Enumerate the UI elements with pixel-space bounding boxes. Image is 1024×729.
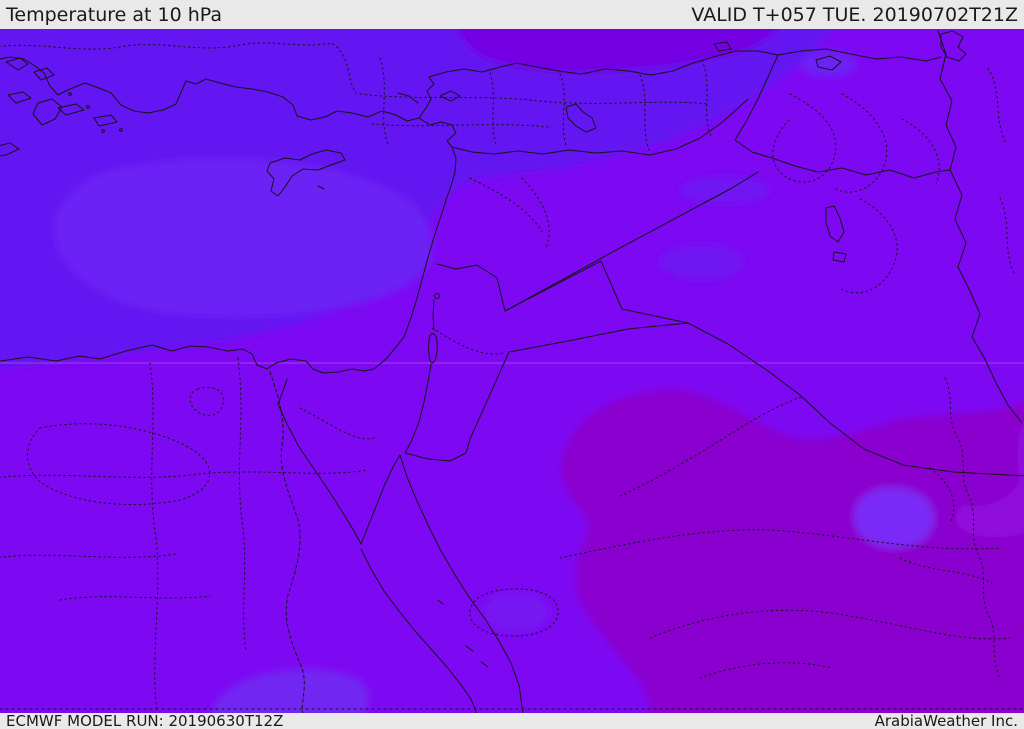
cool-blob-hejaz [482, 592, 550, 632]
footer-bar: ECMWF MODEL RUN: 20190630T12Z ArabiaWeat… [0, 713, 1024, 729]
valid-time-label: VALID T+057 TUE. 20190702T21Z [691, 3, 1018, 26]
attribution-label: ArabiaWeather Inc. [874, 712, 1018, 729]
lake-tuz [565, 103, 597, 133]
marmara-straits [397, 76, 461, 119]
balkan-border-dotted [0, 42, 357, 94]
milder-strip-right-edge [956, 421, 1024, 537]
coastline-layer [0, 30, 1024, 713]
dead-sea [428, 333, 438, 364]
cool-blob-nejd [853, 487, 934, 549]
syria-jordan-border [436, 263, 506, 312]
northeast-small-lake [713, 41, 732, 52]
syria-provinces [469, 177, 550, 249]
nile-river [269, 371, 305, 713]
jordan-valley-line [404, 299, 435, 454]
admin-borders-layer [0, 42, 1024, 713]
syria-iraq-border [504, 171, 759, 312]
sinai-negev-dotted [299, 327, 505, 440]
sea-of-galilee [434, 293, 440, 299]
weather-map-canvas [0, 29, 1024, 713]
mediterranean-levant-coast [0, 56, 457, 374]
cool-blob-jazira [680, 176, 770, 204]
warm-region-southeast [560, 389, 1024, 713]
temperature-field-layer [0, 29, 1024, 713]
cool-blob-north-syria [660, 244, 744, 280]
lake-van [815, 55, 842, 71]
header-bar: Temperature at 10 hPa VALID T+057 TUE. 2… [0, 0, 1024, 29]
turkey-syria-border [451, 98, 749, 156]
black-sea-coast [428, 48, 942, 78]
sinai-red-sea-coast [277, 378, 524, 713]
warm-patch-black-sea [457, 29, 779, 73]
iraq-provinces [772, 67, 1015, 294]
cool-blob-south-egypt [211, 669, 369, 713]
cyprus-island [266, 149, 346, 197]
map-title: Temperature at 10 hPa [6, 3, 223, 26]
aegean-islands [0, 57, 123, 157]
model-run-label: ECMWF MODEL RUN: 20190630T12Z [6, 712, 284, 729]
egypt-governorates [0, 357, 369, 713]
east-arabia-dotted [899, 377, 1001, 679]
lake-urmia [940, 30, 967, 62]
lake-tharthar [825, 205, 847, 263]
jordan-saudi-borders [404, 260, 1024, 477]
iran-border [937, 30, 1023, 424]
anatolia-provinces [359, 57, 712, 151]
cool-blob-east-turkey [800, 51, 856, 77]
turkey-east-borders [734, 54, 951, 179]
cold-patch-east-med [54, 158, 433, 317]
